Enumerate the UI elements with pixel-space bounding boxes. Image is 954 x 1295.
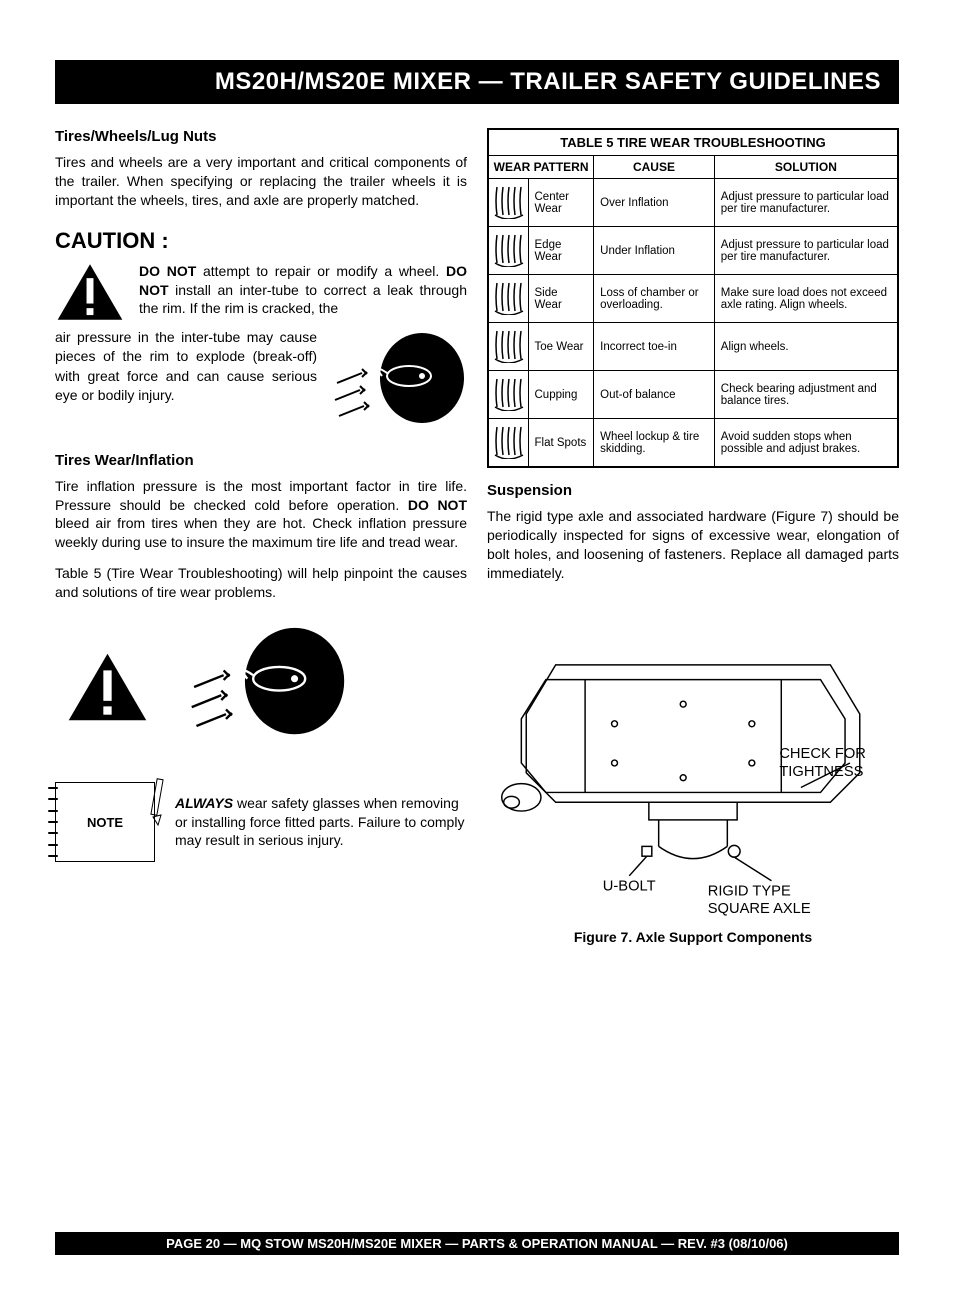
wear-pattern-icon bbox=[488, 371, 528, 419]
table-row: Flat SpotsWheel lockup & tire skidding.A… bbox=[488, 419, 898, 468]
page-footer: PAGE 20 — MQ STOW MS20H/MS20E MIXER — PA… bbox=[55, 1232, 899, 1255]
left-column: Tires/Wheels/Lug Nuts Tires and wheels a… bbox=[55, 114, 467, 945]
warning-triangle-icon bbox=[55, 262, 125, 322]
table-row: Toe WearIncorrect toe-inAlign wheels. bbox=[488, 323, 898, 371]
wear-pattern-icon bbox=[488, 419, 528, 468]
caution-paragraph-1: DO NOT attempt to repair or modify a whe… bbox=[139, 262, 467, 322]
wear-pattern-icon bbox=[488, 323, 528, 371]
wear-cause: Loss of chamber or overloading. bbox=[594, 275, 715, 323]
wear-solution: Make sure load does not exceed axle rati… bbox=[714, 275, 898, 323]
figure-caption: Figure 7. Axle Support Components bbox=[487, 929, 899, 945]
wear-pattern-icon bbox=[488, 275, 528, 323]
paragraph-table5: Table 5 (Tire Wear Troubleshooting) will… bbox=[55, 564, 467, 602]
heading-tires: Tires/Wheels/Lug Nuts bbox=[55, 128, 467, 145]
table-row: CuppingOut-of balanceCheck bearing adjus… bbox=[488, 371, 898, 419]
wear-cause: Under Inflation bbox=[594, 227, 715, 275]
wear-solution: Align wheels. bbox=[714, 323, 898, 371]
fig-label-axle: RIGID TYPE bbox=[708, 883, 791, 899]
wear-solution: Avoid sudden stops when possible and adj… bbox=[714, 419, 898, 468]
wear-pattern-icon bbox=[488, 179, 528, 227]
pencil-icon bbox=[144, 777, 174, 827]
always-label: ALWAYS bbox=[175, 795, 233, 811]
fig-label-ubolt: U-BOLT bbox=[603, 878, 656, 894]
wear-pattern: Edge Wear bbox=[528, 227, 594, 275]
svg-text:SQUARE AXLE: SQUARE AXLE bbox=[708, 901, 811, 917]
heading-wear: Tires Wear/Inflation bbox=[55, 452, 467, 469]
table-row: Edge WearUnder InflationAdjust pressure … bbox=[488, 227, 898, 275]
table-title: TABLE 5 TIRE WEAR TROUBLESHOOTING bbox=[488, 129, 898, 156]
paragraph-tires: Tires and wheels are a very important an… bbox=[55, 153, 467, 210]
caution-heading: CAUTION : bbox=[55, 228, 467, 254]
warning-triangle-icon bbox=[65, 651, 150, 723]
paragraph-inflation: Tire inflation pressure is the most impo… bbox=[55, 477, 467, 553]
note-icon: NOTE bbox=[55, 782, 155, 862]
note-text: ALWAYS wear safety glasses when removing… bbox=[175, 794, 467, 851]
wear-solution: Adjust pressure to particular load per t… bbox=[714, 179, 898, 227]
table-row: Side WearLoss of chamber or overloading.… bbox=[488, 275, 898, 323]
wear-pattern: Flat Spots bbox=[528, 419, 594, 468]
fig-label-check: CHECK FOR bbox=[779, 746, 866, 762]
wear-pattern: Cupping bbox=[528, 371, 594, 419]
wear-pattern: Side Wear bbox=[528, 275, 594, 323]
wear-solution: Check bearing adjustment and balance tir… bbox=[714, 371, 898, 419]
wear-cause: Out-of balance bbox=[594, 371, 715, 419]
safety-goggles-icon bbox=[327, 328, 467, 438]
wear-solution: Adjust pressure to particular load per t… bbox=[714, 227, 898, 275]
right-column: TABLE 5 TIRE WEAR TROUBLESHOOTING WEAR P… bbox=[487, 114, 899, 945]
svg-text:TIGHTNESS: TIGHTNESS bbox=[779, 763, 863, 779]
table-header-solution: SOLUTION bbox=[714, 156, 898, 179]
table-header-cause: CAUSE bbox=[594, 156, 715, 179]
wear-cause: Incorrect toe-in bbox=[594, 323, 715, 371]
wear-cause: Over Inflation bbox=[594, 179, 715, 227]
wear-cause: Wheel lockup & tire skidding. bbox=[594, 419, 715, 468]
wear-pattern: Center Wear bbox=[528, 179, 594, 227]
caution-paragraph-2: air pressure in the inter-tube may cause… bbox=[55, 328, 317, 438]
heading-suspension: Suspension bbox=[487, 482, 899, 499]
axle-figure: CHECK FOR TIGHTNESS U-BOLT RIGID TYPE SQ… bbox=[487, 603, 899, 923]
page-header: MS20H/MS20E MIXER — TRAILER SAFETY GUIDE… bbox=[55, 60, 899, 104]
tire-wear-table: TABLE 5 TIRE WEAR TROUBLESHOOTING WEAR P… bbox=[487, 128, 899, 468]
do-not-1: DO NOT bbox=[139, 263, 196, 279]
note-label: NOTE bbox=[87, 815, 123, 830]
table-row: Center WearOver InflationAdjust pressure… bbox=[488, 179, 898, 227]
do-not-3: DO NOT bbox=[408, 497, 467, 513]
safety-goggles-icon bbox=[180, 622, 350, 752]
wear-pattern: Toe Wear bbox=[528, 323, 594, 371]
paragraph-suspension: The rigid type axle and associated hardw… bbox=[487, 507, 899, 583]
table-header-pattern: WEAR PATTERN bbox=[488, 156, 594, 179]
wear-pattern-icon bbox=[488, 227, 528, 275]
